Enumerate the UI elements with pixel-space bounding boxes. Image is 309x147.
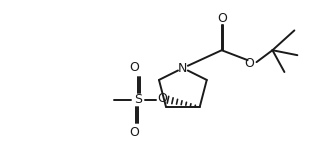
Text: O: O xyxy=(217,12,226,25)
Text: O: O xyxy=(245,57,255,70)
Text: S: S xyxy=(134,93,142,106)
Text: N: N xyxy=(178,62,188,75)
Text: O: O xyxy=(129,61,139,74)
Text: O: O xyxy=(157,92,167,105)
Text: O: O xyxy=(129,126,139,139)
